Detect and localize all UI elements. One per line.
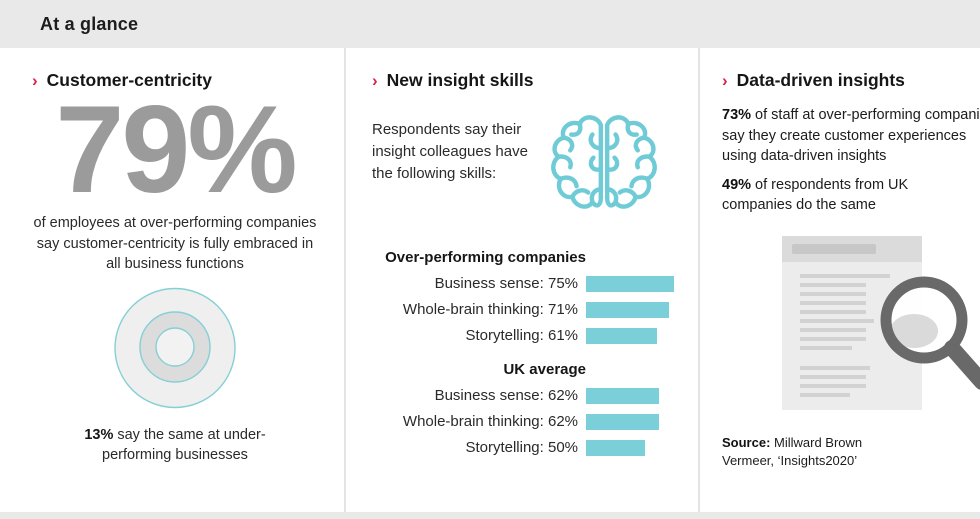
bar-row: Storytelling: 50% xyxy=(372,439,674,456)
brain-icon xyxy=(546,106,662,225)
magnifier-icon xyxy=(880,276,980,390)
stat-value: 73% xyxy=(722,107,752,123)
panel-title-text: New insight skills xyxy=(386,70,534,90)
document-magnifier-icon xyxy=(782,235,980,410)
chevron-icon: › xyxy=(372,71,378,90)
bar-label: Business sense: 62% xyxy=(434,387,578,404)
source-text: Millward Brown Vermeer, ‘Insights2020’ xyxy=(722,434,863,469)
bar-row: Storytelling: 61% xyxy=(372,327,674,344)
chevron-icon: › xyxy=(722,71,728,90)
stat-value: 49% xyxy=(722,176,752,193)
panel-new-insight-skills: › New insight skills Respondents say the… xyxy=(344,48,698,512)
bar-row: Business sense: 75% xyxy=(372,275,674,292)
bar xyxy=(586,301,669,318)
document-magnifier-graphic xyxy=(764,230,980,428)
chevron-icon: › xyxy=(32,71,38,90)
chart-group-over-performing: Over-performing companies Business sense… xyxy=(372,249,674,344)
bar xyxy=(586,275,674,292)
bar-row: Whole-brain thinking: 62% xyxy=(372,413,674,430)
bottom-strip xyxy=(0,512,980,519)
bar-label: Storytelling: 50% xyxy=(465,439,578,456)
chart-rows: Business sense: 62% Whole-brain thinking:… xyxy=(372,387,674,456)
panel-title-customer-centricity: › Customer-centricity xyxy=(32,70,318,91)
bar-label: Business sense: 75% xyxy=(434,275,578,292)
chart-group-title: Over-performing companies xyxy=(385,249,586,266)
bar-row: Whole-brain thinking: 71% xyxy=(372,301,674,318)
brain-right-hemisphere xyxy=(604,115,657,209)
source-note: Source: Millward Brown Vermeer, ‘Insight… xyxy=(722,434,897,470)
chart-group-title: UK average xyxy=(503,361,586,378)
bar-label: Whole-brain thinking: 71% xyxy=(402,301,578,318)
page-header: At a glance xyxy=(0,0,980,48)
concentric-circles-icon xyxy=(114,287,236,409)
big-stat-value: 79% xyxy=(55,81,297,219)
source-label: Source: xyxy=(722,434,771,450)
columns-container: › Customer-centricity 79% of employees a… xyxy=(0,48,980,512)
panel-data-driven-insights: › Data-driven insights 73% of staff at o… xyxy=(698,48,980,512)
big-stat-description: of employees at over-performing companie… xyxy=(33,215,317,273)
page-title: At a glance xyxy=(40,13,139,34)
concentric-circles-graphic xyxy=(32,287,318,415)
sub-stat-value: 13% xyxy=(84,426,114,443)
bar xyxy=(586,439,645,456)
panel-title-text: Customer-centricity xyxy=(46,70,212,90)
panel-title-text: Data-driven insights xyxy=(736,70,905,90)
brain-left-hemisphere xyxy=(551,115,604,209)
stat-paragraph-49: 49% of respondents from UK companies do … xyxy=(722,175,962,216)
panel-customer-centricity: › Customer-centricity 79% of employees a… xyxy=(0,48,344,512)
panel-title-data-driven-insights: › Data-driven insights xyxy=(722,70,980,91)
stat-paragraph-73: 73% of staff at over-performing companie… xyxy=(722,105,980,167)
bar-label: Whole-brain thinking: 62% xyxy=(402,413,578,430)
intro-text: Respondents say their insight colleagues… xyxy=(372,121,528,182)
sub-stat-text: say the same at under-performing busines… xyxy=(102,426,266,464)
chart-group-uk-average: UK average Business sense: 62% Whole-brai… xyxy=(372,361,674,456)
bar xyxy=(586,327,657,344)
bar-row: Business sense: 62% xyxy=(372,387,674,404)
chart-rows: Business sense: 75% Whole-brain thinking:… xyxy=(372,275,674,344)
bar xyxy=(586,413,659,430)
stat-text: of respondents from UK companies do the … xyxy=(722,176,909,214)
intro-row: Respondents say their insight colleagues… xyxy=(372,104,674,225)
sub-stat: 13% say the same at under-performing bus… xyxy=(73,425,278,466)
stat-text: of staff at over-performing companies sa… xyxy=(722,107,980,165)
bar-label: Storytelling: 61% xyxy=(465,327,578,344)
panel-title-new-insight-skills: › New insight skills xyxy=(372,70,674,91)
bar xyxy=(586,387,659,404)
